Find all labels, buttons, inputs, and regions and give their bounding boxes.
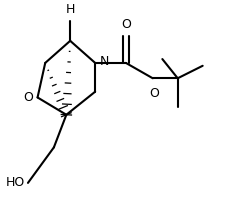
Text: HO: HO	[6, 176, 25, 189]
Text: O: O	[120, 18, 130, 31]
Text: O: O	[23, 91, 33, 104]
Text: H: H	[65, 3, 75, 16]
Text: O: O	[148, 87, 158, 100]
Text: N: N	[100, 55, 109, 69]
